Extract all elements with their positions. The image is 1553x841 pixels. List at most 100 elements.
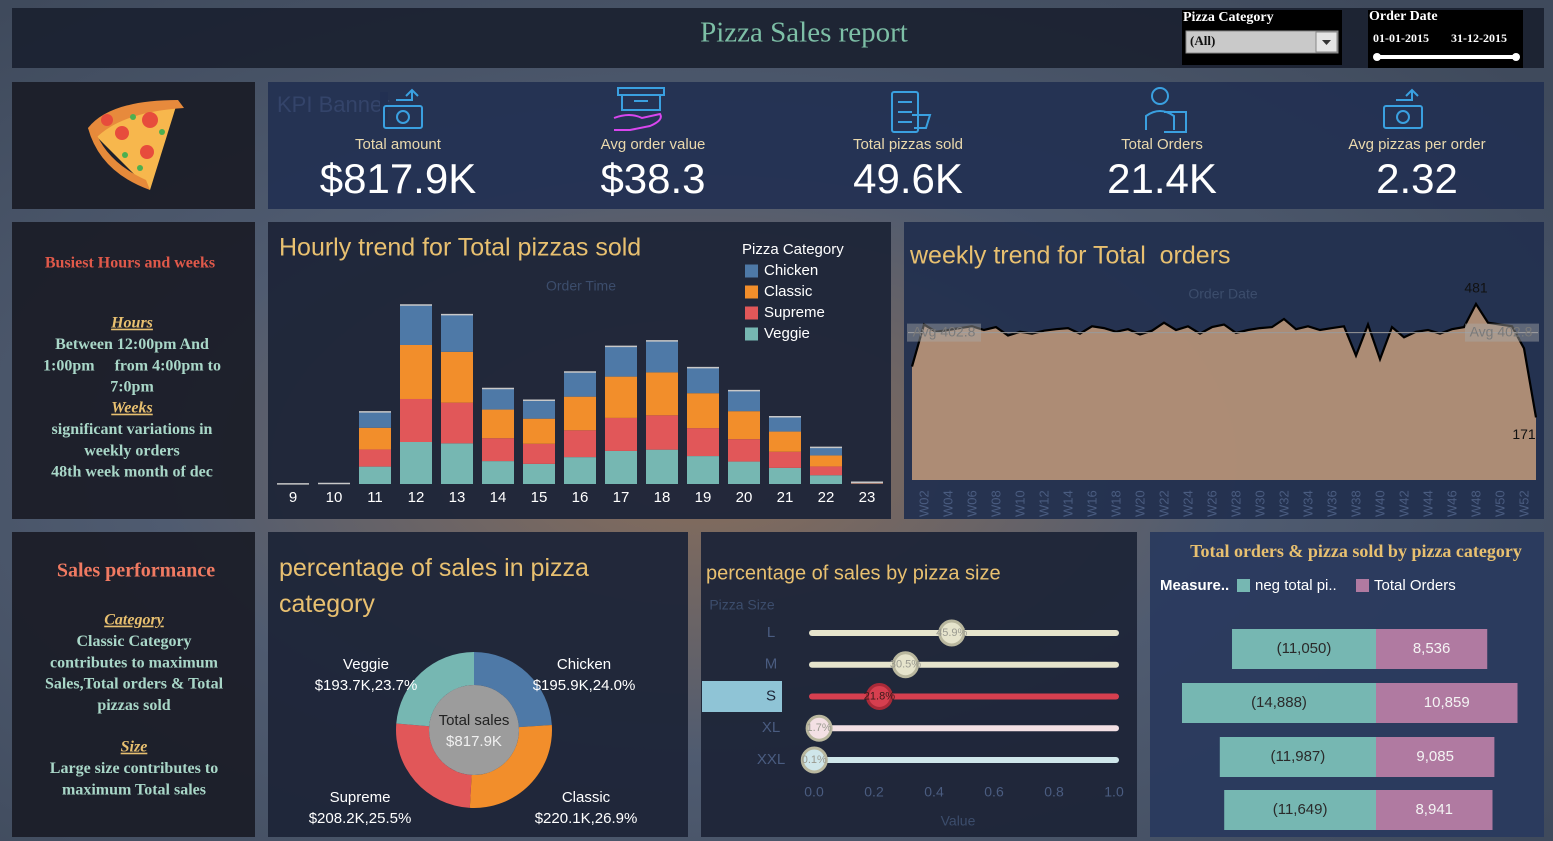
notes: Busiest Hours and weeks Hours Between 12:0… xyxy=(43,255,224,799)
bar-segment xyxy=(605,450,637,484)
legend-title: Pizza Category xyxy=(742,241,844,258)
axis-title: Order Time xyxy=(546,278,616,294)
lollipop-dot xyxy=(865,683,893,710)
bar-segment xyxy=(523,463,555,484)
kpi-icons xyxy=(383,87,1423,133)
pizza-icon xyxy=(88,100,184,190)
legend-label: neg total pi.. xyxy=(1255,577,1337,594)
bar-segment xyxy=(523,443,555,464)
title-line: category xyxy=(279,590,375,618)
bar-segment xyxy=(564,457,596,484)
legend-label: Veggie xyxy=(764,325,810,342)
notes-panel xyxy=(12,532,255,837)
x-tick-label: 0.0 xyxy=(804,784,824,800)
note-line: 48th week month of dec xyxy=(51,464,213,481)
page-title: Pizza Sales report xyxy=(700,17,908,49)
bar-segment xyxy=(359,427,391,450)
lollipop-dot xyxy=(805,714,833,742)
bar-segment xyxy=(482,409,514,439)
slice-label: $195.9K,24.0% xyxy=(533,677,636,694)
bar-segment xyxy=(646,415,678,450)
bar-segment xyxy=(646,372,678,416)
data-label: 21.8% xyxy=(864,690,895,702)
bar-segment xyxy=(400,305,432,345)
lollipop-dot xyxy=(938,619,966,647)
filter-label: Pizza Category xyxy=(1183,10,1274,25)
slider-handle[interactable] xyxy=(1512,53,1520,61)
bar-segment xyxy=(646,449,678,484)
area xyxy=(912,304,1536,480)
bar-segment xyxy=(482,388,514,410)
x-tick-label: 21 xyxy=(777,489,794,506)
bar-segment xyxy=(605,346,637,377)
bar-segment xyxy=(605,376,637,418)
x-tick-label: W48 xyxy=(1468,490,1483,517)
bar-segment xyxy=(359,466,391,484)
y-tick-label: S xyxy=(766,687,776,704)
data-label: 30.5% xyxy=(890,659,921,671)
x-tick-label: W06 xyxy=(964,490,979,517)
bar xyxy=(1376,683,1518,723)
reference-label-box xyxy=(1465,323,1539,342)
bar-segment xyxy=(441,402,473,444)
data-label: (14,888) xyxy=(1251,694,1307,711)
data-label: 8,536 xyxy=(1413,640,1451,657)
x-tick-label: 23 xyxy=(859,489,876,506)
bar xyxy=(1224,790,1376,830)
x-tick-label: W14 xyxy=(1060,490,1075,517)
x-tick-label: W42 xyxy=(1396,490,1411,517)
kpi-label: Total amount xyxy=(355,136,442,153)
bar-segment xyxy=(728,461,760,484)
bar-segment xyxy=(564,430,596,458)
chart-title: Hourly trend for Total pizzas sold xyxy=(279,234,641,262)
slice-label: $220.1K,26.9% xyxy=(535,810,638,827)
bar-segment xyxy=(564,396,596,431)
bar-segment xyxy=(810,475,842,484)
bar-segment xyxy=(441,314,473,352)
bar-segment xyxy=(605,417,637,451)
bar-segment xyxy=(728,439,760,462)
x-tick-label: 0.6 xyxy=(984,784,1004,800)
slice-label: $193.7K,23.7% xyxy=(315,677,418,694)
kpi-label: Avg order value xyxy=(601,136,706,153)
legend-label: Supreme xyxy=(764,304,825,321)
filter-label: Order Date xyxy=(1369,9,1438,24)
x-tick-label: W44 xyxy=(1420,490,1435,517)
slider-handle[interactable] xyxy=(1373,53,1381,61)
data-label: 1.7% xyxy=(807,722,832,734)
x-tick-label: 15 xyxy=(531,489,548,506)
pie-slice xyxy=(396,652,474,727)
dropdown[interactable] xyxy=(1185,30,1339,54)
kpi-group: Total amount $817.9K Avg order value $38.3 T… xyxy=(320,136,1486,202)
reference-label-box xyxy=(907,323,981,342)
bar-segment xyxy=(400,344,432,399)
slice-name: Veggie xyxy=(343,656,389,673)
x-tick-label: W32 xyxy=(1276,490,1291,517)
x-tick-label: W04 xyxy=(940,490,955,517)
chart-title: percentage of sales in pizza category xyxy=(279,554,589,618)
bar-segment xyxy=(687,393,719,429)
bar-segment xyxy=(769,467,801,484)
dropdown-arrow xyxy=(1322,40,1331,45)
data-label: 481 xyxy=(1464,280,1488,296)
x-tick-label: W26 xyxy=(1204,490,1219,517)
note-line: pizzas sold xyxy=(97,697,170,714)
kpi-label: Avg pizzas per order xyxy=(1348,136,1485,153)
x-tick-label: 9 xyxy=(289,489,297,506)
row-highlight xyxy=(702,681,782,712)
x-tick-label: W34 xyxy=(1300,490,1315,517)
x-tick-label: W16 xyxy=(1084,490,1099,517)
bar xyxy=(1376,790,1493,830)
kpi-panel xyxy=(268,82,1544,209)
bar-segment xyxy=(564,372,596,397)
bar-segment xyxy=(523,400,555,419)
x-tick-label: 13 xyxy=(449,489,466,506)
x-tick-label: W12 xyxy=(1036,490,1051,517)
kpi-label: Total Orders xyxy=(1121,136,1203,153)
bar-segment xyxy=(687,456,719,484)
note-line: 7:0pm xyxy=(110,379,154,396)
x-tick-label: W50 xyxy=(1492,490,1507,517)
bar xyxy=(1376,737,1495,777)
x-tick-label: W10 xyxy=(1012,490,1027,517)
